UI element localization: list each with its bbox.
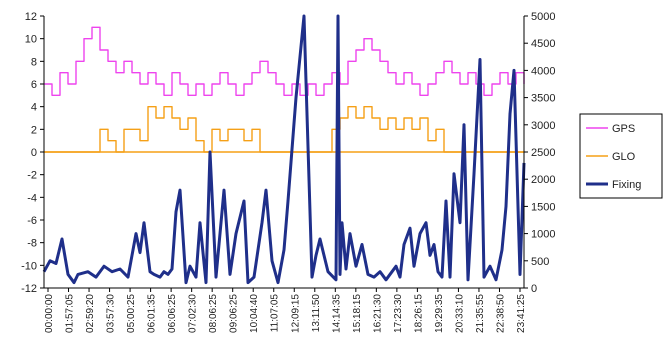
x-tick-label: 13:11:50 bbox=[311, 294, 322, 333]
x-tick-label: 00:00:00 bbox=[44, 294, 55, 333]
y-tick-label: 4 bbox=[31, 102, 37, 114]
x-tick-label: 03:57:30 bbox=[106, 294, 117, 333]
x-tick-label: 06:06:25 bbox=[167, 294, 178, 333]
x-tick-label: 20:33:10 bbox=[454, 294, 465, 333]
y-tick-label: -12 bbox=[21, 283, 37, 295]
y2-tick-label: 2500 bbox=[531, 147, 555, 159]
legend-label-glo: GLO bbox=[612, 151, 636, 163]
y-tick-label: 6 bbox=[31, 79, 37, 91]
x-tick-label: 02:59:20 bbox=[85, 294, 96, 333]
x-tick-label: 17:23:30 bbox=[393, 294, 404, 333]
y-tick-label: 10 bbox=[25, 34, 37, 46]
series-line-fixing bbox=[42, 14, 526, 285]
x-tick-label: 14:14:35 bbox=[331, 294, 342, 333]
x-tick-label: 09:06:25 bbox=[229, 294, 240, 333]
y-tick-label: 12 bbox=[25, 11, 37, 23]
y2-tick-label: 1000 bbox=[531, 229, 555, 241]
x-tick-label: 15:18:15 bbox=[352, 294, 363, 333]
y2-tick-label: 2000 bbox=[531, 174, 555, 186]
x-tick-label: 01:57:05 bbox=[65, 294, 76, 333]
y-tick-label: 2 bbox=[31, 124, 37, 136]
y-tick-label: -6 bbox=[27, 215, 37, 227]
legend-label-fixing: Fixing bbox=[612, 179, 641, 191]
y-tick-label: 8 bbox=[31, 56, 37, 68]
y-tick-label: -8 bbox=[27, 238, 37, 250]
y2-tick-label: 4500 bbox=[531, 38, 555, 50]
y2-tick-label: 5000 bbox=[531, 11, 555, 23]
x-tick-label: 18:26:15 bbox=[413, 294, 424, 333]
x-tick-label: 12:09:15 bbox=[290, 294, 301, 333]
x-tick-label: 08:06:25 bbox=[208, 294, 219, 333]
x-tick-label: 22:38:50 bbox=[495, 294, 506, 333]
y-axis-left-ticks: 12 10 8 6 4 2 0 -2 -4 -6 -8 -10 -12 bbox=[21, 11, 44, 295]
y-tick-label: -2 bbox=[27, 170, 37, 182]
x-tick-label: 11:07:05 bbox=[270, 294, 281, 333]
y2-tick-label: 500 bbox=[531, 256, 549, 268]
x-axis-ticks: 00:00:00 01:57:05 02:59:20 03:57:30 05:00:25… bbox=[44, 288, 527, 333]
x-tick-label: 10:04:40 bbox=[249, 294, 260, 333]
x-tick-label: 16:21:30 bbox=[372, 294, 383, 333]
x-tick-label: 05:00:25 bbox=[126, 294, 137, 333]
legend: GPS GLO Fixing bbox=[579, 113, 663, 199]
series-layer bbox=[42, 14, 526, 285]
y2-tick-label: 1500 bbox=[531, 201, 555, 213]
x-tick-label: 23:41:25 bbox=[516, 294, 527, 333]
y2-tick-label: 0 bbox=[531, 283, 537, 295]
x-tick-label: 19:29:35 bbox=[434, 294, 445, 333]
y2-tick-label: 4000 bbox=[531, 65, 555, 77]
y-tick-label: -10 bbox=[21, 260, 37, 272]
series-line-gps bbox=[44, 26, 525, 96]
x-tick-label: 06:01:35 bbox=[147, 294, 158, 333]
legend-label-gps: GPS bbox=[612, 123, 635, 135]
y2-tick-label: 3000 bbox=[531, 120, 555, 132]
y-tick-label: -4 bbox=[27, 192, 37, 204]
y-tick-label: 0 bbox=[31, 147, 37, 159]
y2-tick-label: 3500 bbox=[531, 93, 555, 105]
x-tick-label: 07:02:30 bbox=[188, 294, 199, 333]
x-tick-label: 21:35:55 bbox=[475, 294, 486, 333]
series-line-glo bbox=[44, 106, 524, 153]
